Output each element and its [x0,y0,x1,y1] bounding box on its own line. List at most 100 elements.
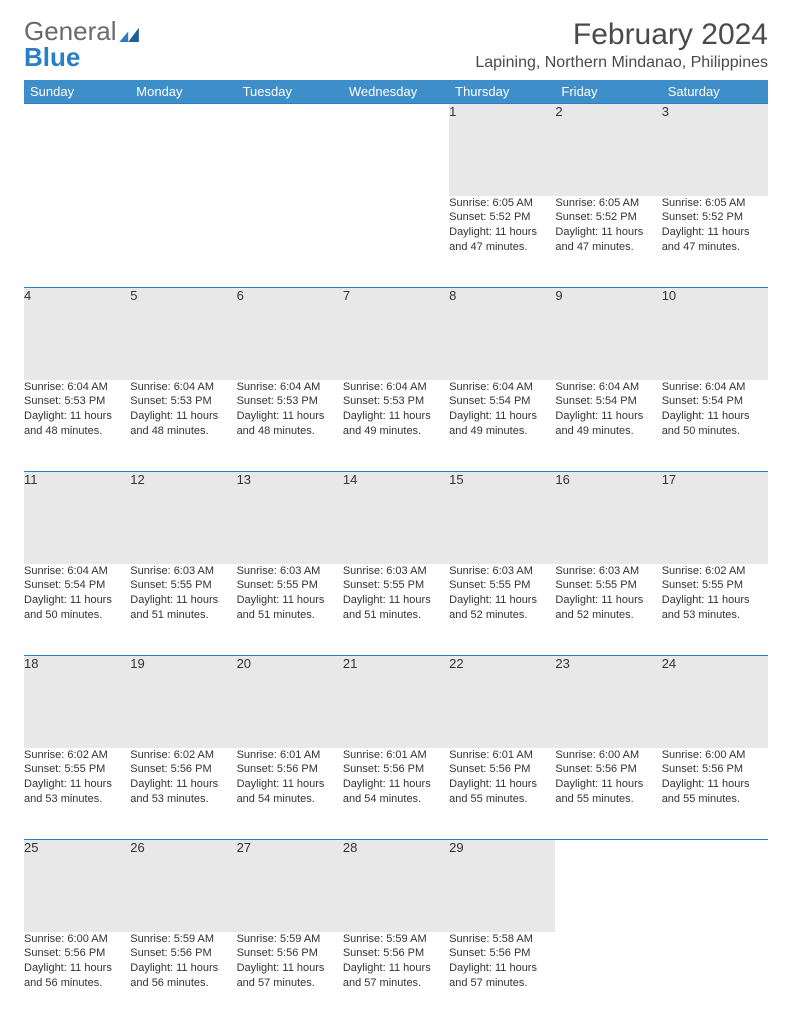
daylight-text: Daylight: 11 hours and 51 minutes. [130,593,236,623]
day-number-cell [343,104,449,196]
day-detail-cell: Sunrise: 6:04 AMSunset: 5:54 PMDaylight:… [449,380,555,472]
sunrise-text: Sunrise: 6:04 AM [130,380,236,395]
day-detail-cell: Sunrise: 6:03 AMSunset: 5:55 PMDaylight:… [343,564,449,656]
sunrise-text: Sunrise: 6:02 AM [24,748,130,763]
sunset-text: Sunset: 5:56 PM [24,946,130,961]
day-detail-cell: Sunrise: 6:04 AMSunset: 5:53 PMDaylight:… [24,380,130,472]
sunset-text: Sunset: 5:52 PM [555,210,661,225]
sunset-text: Sunset: 5:56 PM [343,762,449,777]
day-detail-cell: Sunrise: 6:04 AMSunset: 5:53 PMDaylight:… [237,380,343,472]
sunrise-text: Sunrise: 6:02 AM [130,748,236,763]
day-detail-cell: Sunrise: 6:00 AMSunset: 5:56 PMDaylight:… [662,748,768,840]
day-number-cell: 21 [343,656,449,748]
sunrise-text: Sunrise: 6:04 AM [662,380,768,395]
day-detail-cell: Sunrise: 6:04 AMSunset: 5:54 PMDaylight:… [555,380,661,472]
daylight-text: Daylight: 11 hours and 50 minutes. [662,409,768,439]
day-number-cell: 6 [237,288,343,380]
day-number-row: 11121314151617 [24,472,768,564]
day-detail-cell: Sunrise: 6:03 AMSunset: 5:55 PMDaylight:… [555,564,661,656]
day-number-row: 2526272829 [24,840,768,932]
day-detail-cell: Sunrise: 5:59 AMSunset: 5:56 PMDaylight:… [130,932,236,1024]
daylight-text: Daylight: 11 hours and 54 minutes. [343,777,449,807]
day-detail-cell: Sunrise: 6:05 AMSunset: 5:52 PMDaylight:… [662,196,768,288]
day-detail-cell: Sunrise: 6:02 AMSunset: 5:55 PMDaylight:… [24,748,130,840]
daylight-text: Daylight: 11 hours and 55 minutes. [449,777,555,807]
daylight-text: Daylight: 11 hours and 49 minutes. [343,409,449,439]
day-detail-cell [343,196,449,288]
sunrise-text: Sunrise: 5:59 AM [237,932,343,947]
daylight-text: Daylight: 11 hours and 49 minutes. [555,409,661,439]
sunrise-text: Sunrise: 5:59 AM [343,932,449,947]
day-detail-cell: Sunrise: 6:04 AMSunset: 5:53 PMDaylight:… [130,380,236,472]
weekday-header: Friday [555,80,661,104]
day-number-cell [130,104,236,196]
daylight-text: Daylight: 11 hours and 47 minutes. [449,225,555,255]
day-number-cell: 1 [449,104,555,196]
weekday-header: Monday [130,80,236,104]
day-number-cell: 28 [343,840,449,932]
day-number-cell: 19 [130,656,236,748]
sunset-text: Sunset: 5:55 PM [130,578,236,593]
daylight-text: Daylight: 11 hours and 47 minutes. [662,225,768,255]
sunset-text: Sunset: 5:53 PM [343,394,449,409]
weekday-header: Sunday [24,80,130,104]
daylight-text: Daylight: 11 hours and 52 minutes. [449,593,555,623]
day-detail-cell [555,932,661,1024]
sunset-text: Sunset: 5:56 PM [237,946,343,961]
header: GeneralBlue February 2024 Lapining, Nort… [24,18,768,72]
day-detail-cell [24,196,130,288]
sunset-text: Sunset: 5:55 PM [24,762,130,777]
day-detail-cell: Sunrise: 6:02 AMSunset: 5:55 PMDaylight:… [662,564,768,656]
sunrise-text: Sunrise: 5:58 AM [449,932,555,947]
sunset-text: Sunset: 5:56 PM [130,946,236,961]
day-detail-cell [237,196,343,288]
weekday-header: Saturday [662,80,768,104]
sunrise-text: Sunrise: 6:03 AM [555,564,661,579]
daylight-text: Daylight: 11 hours and 53 minutes. [662,593,768,623]
sunrise-text: Sunrise: 6:00 AM [662,748,768,763]
day-number-cell: 5 [130,288,236,380]
daylight-text: Daylight: 11 hours and 57 minutes. [449,961,555,991]
sunset-text: Sunset: 5:56 PM [449,946,555,961]
day-detail-cell [130,196,236,288]
sunset-text: Sunset: 5:54 PM [24,578,130,593]
sunrise-text: Sunrise: 6:03 AM [449,564,555,579]
day-number-cell: 20 [237,656,343,748]
day-detail-cell: Sunrise: 5:59 AMSunset: 5:56 PMDaylight:… [237,932,343,1024]
daylight-text: Daylight: 11 hours and 53 minutes. [130,777,236,807]
daylight-text: Daylight: 11 hours and 55 minutes. [555,777,661,807]
day-number-cell [237,104,343,196]
day-number-cell: 22 [449,656,555,748]
sunrise-text: Sunrise: 6:04 AM [449,380,555,395]
sunrise-text: Sunrise: 6:00 AM [555,748,661,763]
day-number-cell: 14 [343,472,449,564]
daylight-text: Daylight: 11 hours and 57 minutes. [343,961,449,991]
sunset-text: Sunset: 5:56 PM [449,762,555,777]
sunrise-text: Sunrise: 6:04 AM [343,380,449,395]
sunrise-text: Sunrise: 6:04 AM [24,380,130,395]
day-detail-cell: Sunrise: 6:01 AMSunset: 5:56 PMDaylight:… [449,748,555,840]
daylight-text: Daylight: 11 hours and 51 minutes. [237,593,343,623]
weekday-header: Tuesday [237,80,343,104]
sunrise-text: Sunrise: 6:00 AM [24,932,130,947]
daylight-text: Daylight: 11 hours and 48 minutes. [130,409,236,439]
day-number-cell: 25 [24,840,130,932]
day-number-cell: 16 [555,472,661,564]
daylight-text: Daylight: 11 hours and 52 minutes. [555,593,661,623]
day-number-cell: 17 [662,472,768,564]
month-title: February 2024 [475,18,768,52]
daylight-text: Daylight: 11 hours and 55 minutes. [662,777,768,807]
daylight-text: Daylight: 11 hours and 54 minutes. [237,777,343,807]
calendar-table: Sunday Monday Tuesday Wednesday Thursday… [24,80,768,1024]
sunrise-text: Sunrise: 5:59 AM [130,932,236,947]
sunset-text: Sunset: 5:56 PM [662,762,768,777]
day-detail-row: Sunrise: 6:04 AMSunset: 5:54 PMDaylight:… [24,564,768,656]
day-detail-cell: Sunrise: 6:02 AMSunset: 5:56 PMDaylight:… [130,748,236,840]
day-number-cell: 2 [555,104,661,196]
sunset-text: Sunset: 5:56 PM [237,762,343,777]
day-detail-cell: Sunrise: 6:05 AMSunset: 5:52 PMDaylight:… [555,196,661,288]
daylight-text: Daylight: 11 hours and 48 minutes. [237,409,343,439]
day-detail-cell: Sunrise: 6:04 AMSunset: 5:54 PMDaylight:… [24,564,130,656]
sunrise-text: Sunrise: 6:03 AM [237,564,343,579]
sunrise-text: Sunrise: 6:04 AM [24,564,130,579]
